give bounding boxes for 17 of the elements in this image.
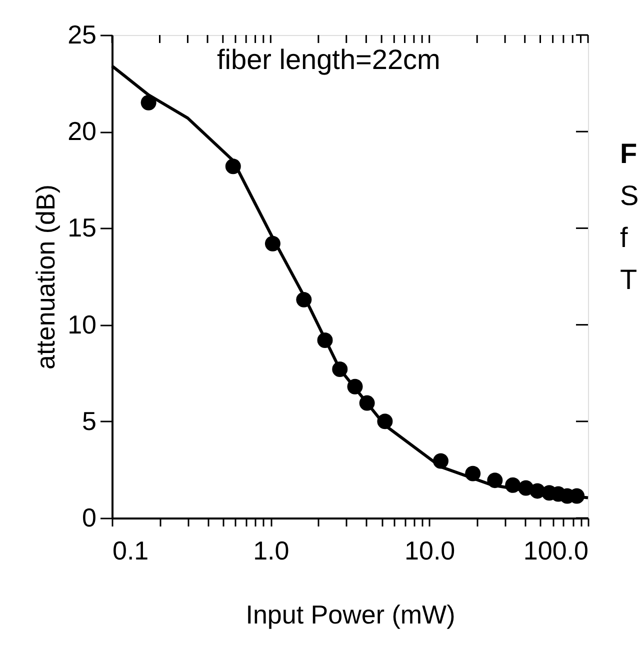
text: T [620, 264, 638, 295]
text: f [620, 222, 628, 253]
text: F [620, 138, 638, 169]
y-tick-label: 0 [82, 502, 96, 532]
y-tick-label: 10 [68, 309, 96, 340]
text: S [620, 180, 639, 211]
x-tick-label: 0.1 [112, 536, 149, 566]
x-axis-title: Input Power (mW) [246, 600, 456, 630]
y-tick-label: 15 [68, 212, 96, 243]
y-tick-label: 25 [68, 20, 96, 50]
y-axis-title: attenuation (dB) [30, 184, 61, 370]
annotation: fiber length=22cm [217, 44, 440, 75]
x-tick-label: 1.0 [253, 536, 290, 566]
x-tick-label: 10.0 [404, 536, 456, 566]
y-tick-label: 20 [68, 116, 96, 146]
y-tick-label: 5 [82, 406, 96, 436]
x-tick-label: 100.0 [523, 536, 588, 566]
